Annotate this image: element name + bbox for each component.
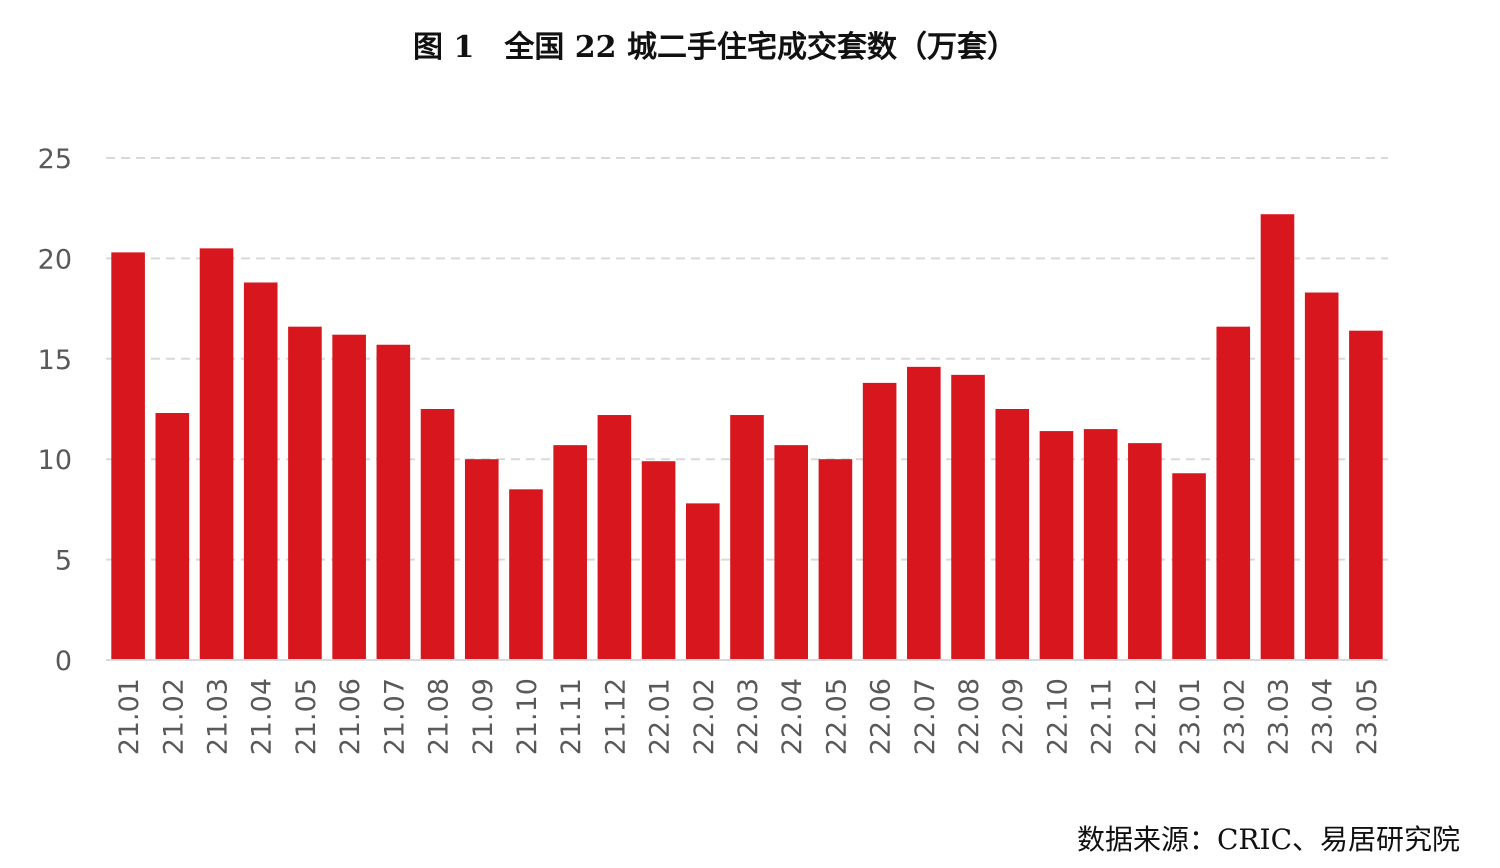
bar bbox=[464, 459, 499, 660]
y-tick-label: 5 bbox=[55, 546, 72, 577]
x-tick-label: 22.09 bbox=[998, 678, 1029, 755]
x-tick-label: 22.07 bbox=[910, 678, 941, 755]
x-tick-label: 23.02 bbox=[1219, 678, 1250, 755]
x-tick-label: 21.12 bbox=[600, 678, 631, 755]
bar bbox=[1349, 330, 1383, 660]
bar bbox=[1083, 429, 1118, 660]
bar bbox=[774, 445, 809, 660]
x-tick-label: 22.10 bbox=[1042, 678, 1073, 755]
y-tick-label: 0 bbox=[55, 646, 72, 677]
bar bbox=[376, 344, 411, 660]
bars bbox=[111, 214, 1383, 661]
x-tick-label: 23.04 bbox=[1308, 678, 1339, 755]
bar bbox=[641, 461, 676, 660]
bar bbox=[420, 409, 455, 660]
chart-title: 图 1 全国 22 城二手住宅成交套数（万套） bbox=[413, 30, 1017, 65]
bar bbox=[1260, 214, 1295, 660]
y-tick-label: 25 bbox=[38, 144, 72, 175]
x-tick-label: 21.05 bbox=[291, 678, 322, 755]
x-tick-label: 21.01 bbox=[114, 678, 145, 755]
bar bbox=[243, 282, 278, 660]
x-tick-label: 22.06 bbox=[866, 678, 897, 755]
y-tick-label: 20 bbox=[38, 244, 72, 275]
source-note: 数据来源：CRIC、易居研究院 bbox=[1077, 823, 1460, 856]
bar bbox=[685, 503, 720, 660]
x-tick-label: 23.03 bbox=[1263, 678, 1294, 755]
y-axis-tick-labels: 0 5 10 15 20 25 bbox=[38, 144, 72, 677]
bar bbox=[907, 366, 941, 660]
x-tick-label: 23.01 bbox=[1175, 678, 1206, 755]
bar bbox=[951, 374, 985, 660]
bar bbox=[1216, 326, 1251, 660]
bar bbox=[111, 252, 145, 660]
bar bbox=[862, 382, 897, 660]
bar bbox=[1039, 431, 1074, 660]
bar bbox=[1128, 443, 1162, 660]
x-tick-label: 22.12 bbox=[1131, 678, 1162, 755]
x-tick-label: 21.08 bbox=[424, 678, 455, 755]
bar bbox=[995, 409, 1030, 660]
bar bbox=[1304, 292, 1339, 660]
y-tick-label: 15 bbox=[38, 345, 72, 376]
bar bbox=[199, 248, 234, 661]
x-axis-tick-labels: 21.01 21.02 21.03 21.04 21.05 21.06 21.07 21.08… bbox=[114, 678, 1383, 755]
x-tick-label: 21.07 bbox=[379, 678, 410, 755]
x-tick-label: 22.08 bbox=[954, 678, 985, 755]
bar bbox=[730, 415, 764, 660]
x-tick-label: 21.03 bbox=[203, 678, 234, 755]
x-tick-label: 21.11 bbox=[556, 678, 587, 755]
x-tick-label: 21.09 bbox=[468, 678, 499, 755]
bar bbox=[288, 326, 322, 660]
bar bbox=[332, 334, 366, 660]
x-tick-label: 22.11 bbox=[1087, 678, 1118, 755]
x-tick-label: 21.02 bbox=[158, 678, 189, 755]
bar bbox=[1172, 473, 1206, 660]
x-tick-label: 22.02 bbox=[689, 678, 720, 755]
x-tick-label: 23.05 bbox=[1352, 678, 1383, 755]
bar bbox=[155, 413, 190, 660]
x-tick-label: 22.05 bbox=[821, 678, 852, 755]
y-tick-label: 10 bbox=[38, 445, 72, 476]
bar bbox=[818, 459, 853, 660]
x-tick-label: 22.01 bbox=[645, 678, 676, 755]
bar bbox=[597, 415, 632, 660]
x-tick-label: 22.03 bbox=[733, 678, 764, 755]
x-tick-label: 21.10 bbox=[512, 678, 543, 755]
bar bbox=[509, 489, 543, 660]
x-tick-label: 21.06 bbox=[335, 678, 366, 755]
bar bbox=[553, 445, 587, 660]
x-tick-label: 21.04 bbox=[247, 678, 278, 755]
x-tick-label: 22.04 bbox=[777, 678, 808, 755]
